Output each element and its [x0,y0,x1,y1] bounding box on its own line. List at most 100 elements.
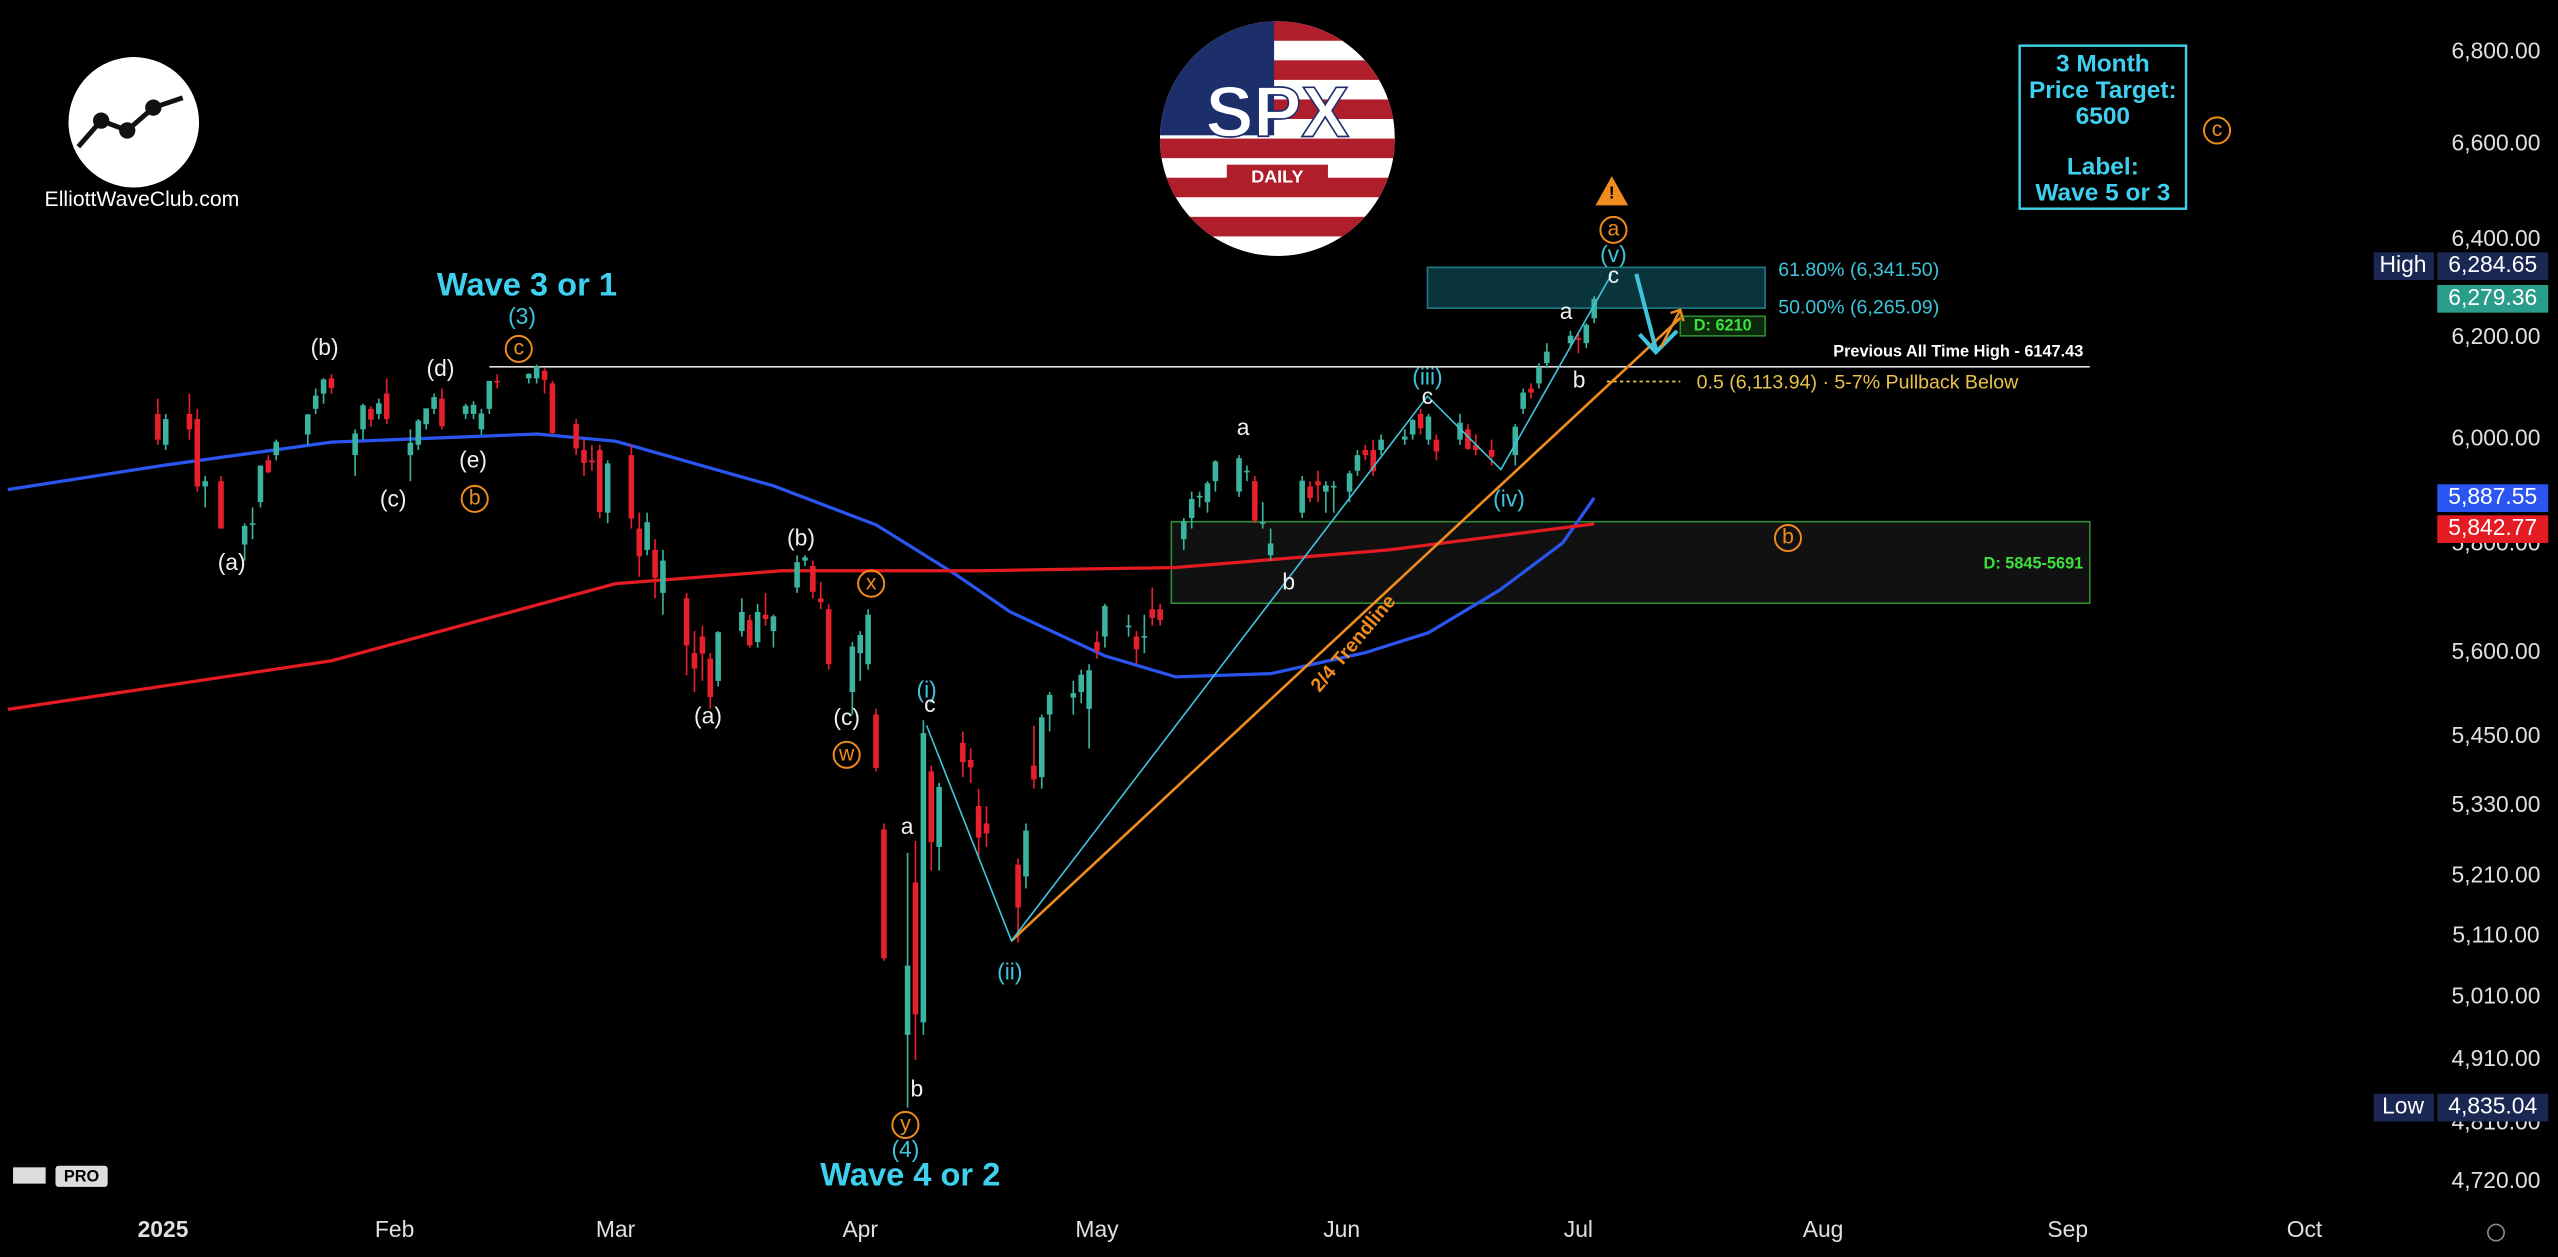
candle-body [194,419,201,487]
candle-body [1149,609,1156,618]
candle-body [691,653,698,669]
candle-body [162,419,169,445]
y-tick-label: 6,200.00 [2452,323,2541,349]
candle-body [920,733,927,1023]
wave-label: (d) [427,355,455,381]
candle-body [360,405,366,430]
candle-body [1583,324,1590,344]
candle-body [873,714,879,768]
candle-body [794,562,800,588]
wave-label: b [910,1076,923,1102]
candle-body [746,620,753,646]
target-text: 3 Month [2056,51,2150,78]
candle-body [265,460,272,473]
candle-body [1086,670,1092,709]
ticker: SPX [1206,72,1350,152]
candle-body [470,404,477,414]
candle-body [1315,481,1321,486]
price-badge [2437,1093,2549,1122]
timeframe: DAILY [1251,166,1303,186]
candle-body [604,463,611,513]
wave-label: (c) [833,704,860,730]
candle-body [1488,449,1495,457]
price-badge-label: 5,887.55 [2448,483,2537,509]
candle-body [439,398,445,427]
candle-body [1157,609,1163,621]
candle-body [936,786,942,847]
wave-circle [1773,523,1803,553]
candle-body [1528,388,1534,393]
settings-icon[interactable] [2487,1223,2505,1242]
candle-body [581,449,587,463]
candle-body [707,658,714,698]
candle-body [1038,717,1045,778]
target-text: 6500 [2076,103,2130,130]
candle-body [1465,429,1471,449]
support-box [1679,315,1766,337]
wave-label: b [1282,569,1295,595]
candle-body [415,420,422,445]
wave-label: c [513,336,524,359]
candle-body [462,405,469,414]
price-badge-label: 6,284.65 [2448,251,2537,277]
candle-body [1102,605,1108,637]
candle-body [1188,498,1195,518]
wave-circle [1599,215,1628,244]
x-tick-label: Jun [1323,1216,1360,1242]
candle-body [494,380,500,383]
wave-label: (3) [508,303,536,329]
candle-body [383,393,390,420]
candle-body [597,449,603,513]
candle-body [1323,485,1329,492]
wave-label: (b) [787,525,815,551]
wave-label: (a) [218,549,246,575]
x-tick-label: Oct [2287,1216,2323,1242]
wave-label: c [924,691,935,717]
candle-body [541,370,548,380]
candle-body [1354,455,1361,471]
candle-body [739,611,745,632]
candle-body [652,549,658,578]
moving-average [7,522,1595,711]
candle-body [202,481,208,487]
candle-body [1070,693,1077,698]
candle-body [983,823,990,834]
candle-body [967,759,974,768]
candle-body [770,616,777,632]
site-name: ElliottWaveClub.com [45,188,240,211]
candle-body [1244,470,1250,473]
moving-average [7,432,1596,679]
candle-body [1141,636,1148,638]
candle-body [1362,449,1369,456]
candle-body [912,882,919,1015]
candle-body [573,424,579,449]
candle-body [1125,625,1132,628]
price-badge-name: Low [2382,1093,2424,1119]
candle-body [407,442,414,456]
candle-body [1433,439,1440,452]
price-badge [2437,284,2549,313]
y-tick-label: 6,800.00 [2452,37,2541,63]
price-badge-name-bg [2373,1093,2435,1122]
candle-body [1078,674,1084,693]
overlay-label: 50.00% (6,265.09) [1778,296,1939,318]
candle-body [881,829,887,959]
wave-label: c [2212,118,2223,141]
candle-body [1181,521,1187,540]
candle-body [1031,765,1037,780]
y-tick-label: 4,720.00 [2452,1167,2541,1193]
candle-body [825,609,832,665]
watermark: PRO [64,1167,99,1185]
wave-label: a [1608,217,1620,240]
y-tick-label: 6,000.00 [2452,425,2541,451]
price-badge-label: 5,842.77 [2448,514,2537,540]
x-tick-label: Feb [375,1216,414,1242]
candle-body [1409,420,1416,435]
x-tick-label: Sep [2047,1216,2088,1242]
y-tick-label: 6,600.00 [2452,130,2541,156]
x-tick-label: Mar [596,1216,636,1242]
target-text: Label: [2067,153,2139,180]
wave-label: (b) [311,334,339,360]
candle-body [1536,367,1542,384]
candle-body [1023,830,1029,877]
